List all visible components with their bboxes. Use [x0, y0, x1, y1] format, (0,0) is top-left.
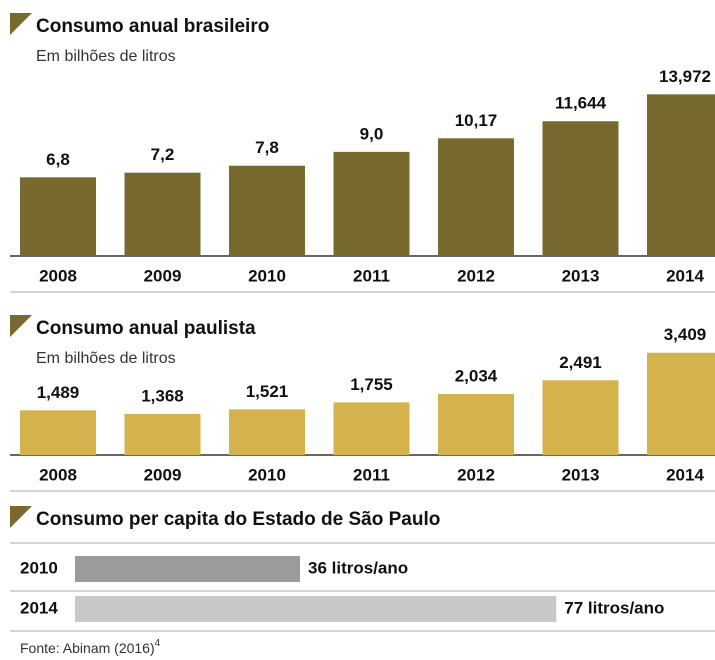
category-label: 2014: [20, 598, 58, 617]
category-label: 2011: [353, 266, 390, 285]
source-text: Fonte: Abinam (2016): [20, 640, 155, 656]
category-label: 2013: [562, 465, 600, 484]
category-label: 2013: [562, 266, 600, 285]
bar: [542, 380, 619, 455]
value-label: 2,491: [559, 353, 602, 372]
title-icon: [10, 315, 32, 337]
bar: [438, 393, 514, 455]
category-label: 2010: [248, 266, 286, 285]
value-label: 1,368: [141, 386, 184, 405]
bar: [229, 409, 305, 455]
value-label: 1,489: [37, 383, 80, 402]
chart-title: Consumo anual paulista: [36, 318, 256, 339]
source-note: 4: [155, 638, 161, 649]
bar: [124, 172, 201, 256]
bar: [75, 556, 300, 582]
bar: [333, 402, 410, 455]
source: Fonte: Abinam (2016)4: [20, 638, 161, 656]
value-label: 2,034: [455, 366, 498, 385]
value-label: 77 litros/ano: [564, 598, 664, 617]
category-label: 2010: [20, 558, 58, 577]
bar: [647, 94, 715, 256]
value-label: 13,972: [659, 67, 711, 86]
title-icon: [10, 13, 32, 35]
category-label: 2009: [144, 266, 182, 285]
value-label: 11,644: [555, 94, 607, 113]
bar: [542, 121, 619, 256]
bar: [229, 165, 305, 256]
bar: [438, 138, 514, 256]
value-label: 1,521: [246, 382, 289, 401]
bar: [647, 352, 715, 455]
chart-title: Consumo anual brasileiro: [36, 16, 269, 37]
category-label: 2011: [353, 465, 390, 484]
value-label: 9,0: [360, 124, 384, 143]
value-label: 10,17: [455, 111, 498, 130]
bar: [124, 413, 201, 455]
value-label: 3,409: [664, 325, 707, 344]
chart-subtitle: Em bilhões de litros: [36, 350, 176, 367]
category-label: 2009: [144, 465, 182, 484]
bar: [20, 410, 96, 455]
category-label: 2010: [248, 465, 286, 484]
chart-subtitle: Em bilhões de litros: [36, 48, 176, 65]
bar: [20, 177, 96, 256]
category-label: 2014: [666, 465, 704, 484]
bar: [333, 151, 410, 256]
title-icon: [10, 506, 32, 528]
value-label: 7,8: [255, 138, 279, 157]
bar: [75, 596, 557, 622]
category-label: 2008: [39, 266, 77, 285]
category-label: 2008: [39, 465, 77, 484]
value-label: 7,2: [151, 145, 175, 164]
category-label: 2014: [666, 266, 704, 285]
value-label: 1,755: [350, 375, 393, 394]
category-label: 2012: [457, 266, 495, 285]
category-label: 2012: [457, 465, 495, 484]
chart-title: Consumo per capita do Estado de São Paul…: [36, 509, 440, 530]
value-label: 6,8: [46, 150, 70, 169]
value-label: 36 litros/ano: [308, 558, 408, 577]
